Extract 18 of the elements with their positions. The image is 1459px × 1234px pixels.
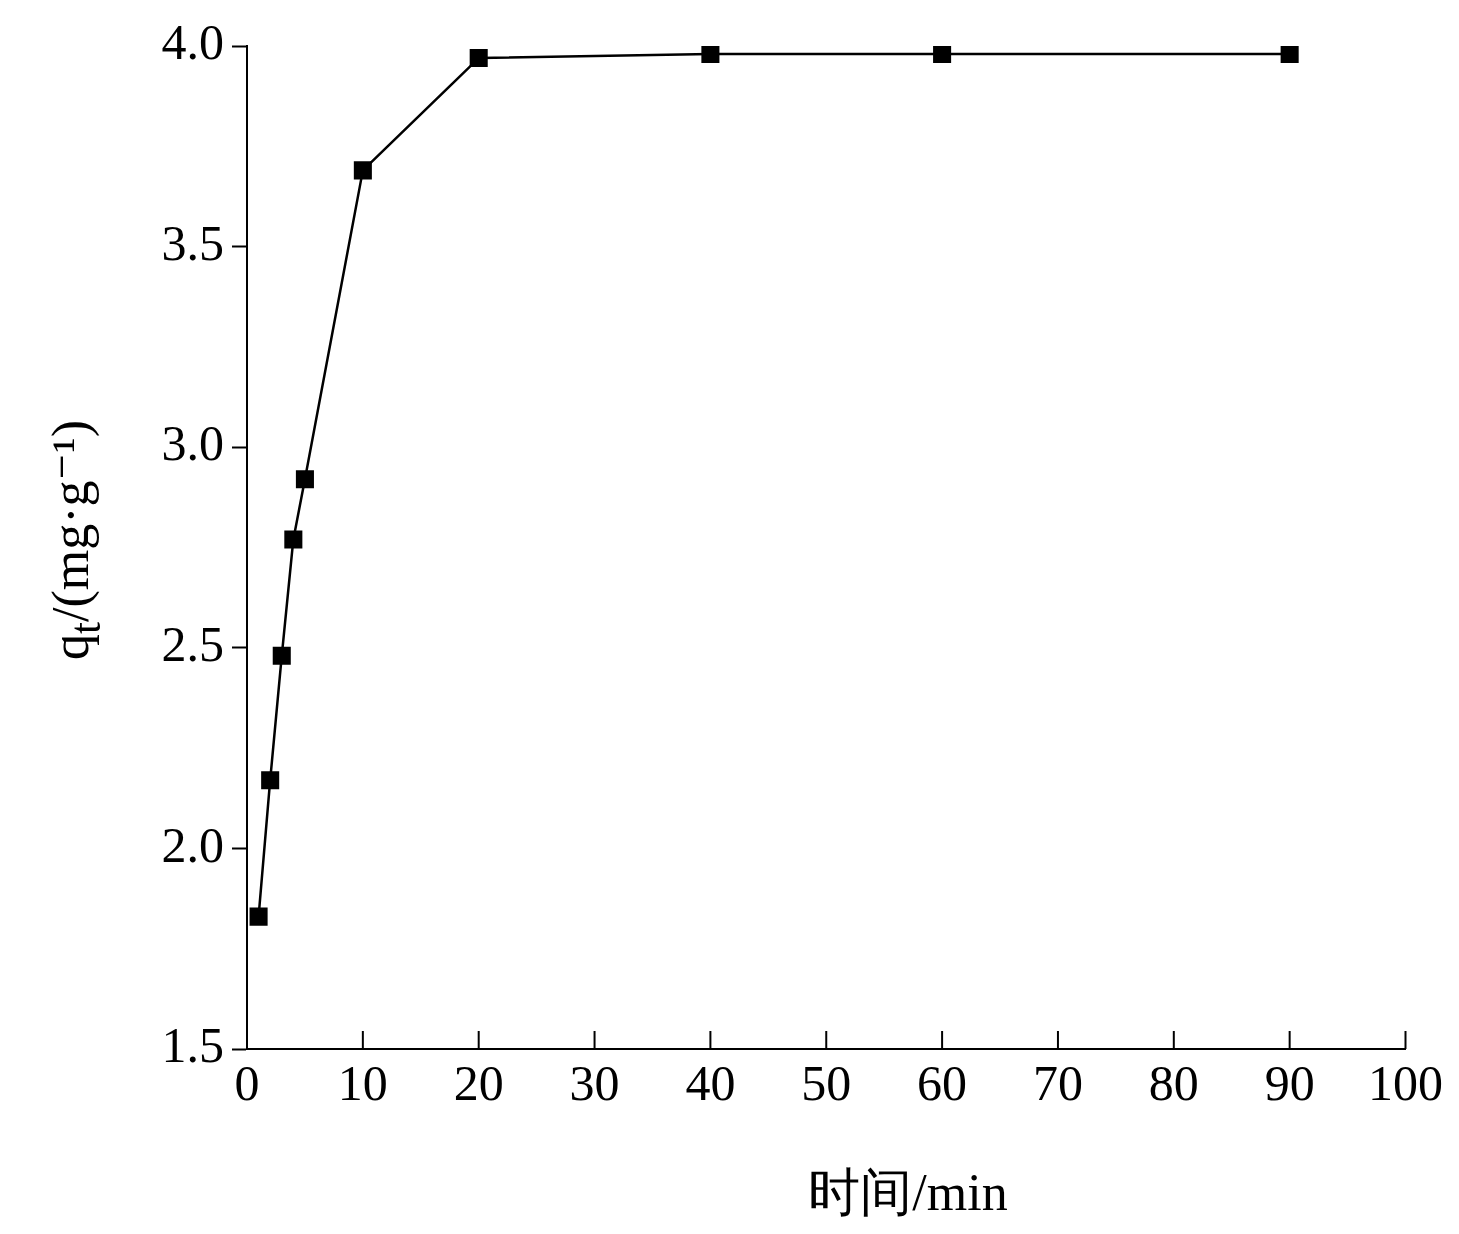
x-tick-label: 10 xyxy=(337,1055,388,1112)
x-tick-label: 20 xyxy=(453,1055,504,1112)
y-tick-label: 1.5 xyxy=(161,1017,224,1074)
x-tick-label: 90 xyxy=(1264,1055,1315,1112)
x-tick-label: 50 xyxy=(801,1055,852,1112)
x-tick-label: 30 xyxy=(569,1055,620,1112)
x-tick-label: 0 xyxy=(234,1055,260,1112)
x-tick-label: 100 xyxy=(1368,1055,1443,1112)
x-tick-label: 60 xyxy=(917,1055,968,1112)
x-axis-title: 时间/min xyxy=(807,1163,1009,1223)
x-tick-label: 40 xyxy=(685,1055,736,1112)
y-tick-label: 4.0 xyxy=(161,14,224,71)
y-tick-label: 2.5 xyxy=(161,615,224,672)
x-tick-label: 80 xyxy=(1148,1055,1199,1112)
x-tick-label: 70 xyxy=(1032,1055,1083,1112)
y-tick-label: 3.0 xyxy=(161,415,224,472)
y-tick-label: 2.0 xyxy=(161,816,224,873)
y-tick-label: 3.5 xyxy=(161,214,224,271)
